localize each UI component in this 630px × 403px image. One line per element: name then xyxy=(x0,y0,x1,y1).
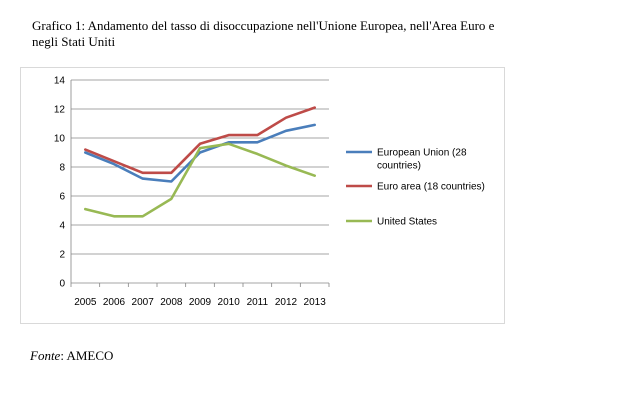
y-tick-label: 2 xyxy=(59,250,65,261)
y-tick-label: 4 xyxy=(59,221,65,232)
x-tick-label: 2013 xyxy=(304,297,327,308)
y-tick-label: 6 xyxy=(59,192,65,203)
chart-area: 0 2 4 6 8 10 12 14 2005 2006 2007 2008 2009 2010 2011 2… xyxy=(20,67,505,324)
series-line-0 xyxy=(84,123,317,183)
source-note: Fonte: AMECO xyxy=(30,348,113,364)
legend-label: Euro area (18 countries) xyxy=(377,182,485,193)
chart-title: Grafico 1: Andamento del tasso di disocc… xyxy=(32,18,495,49)
x-tick-label: 2010 xyxy=(218,297,241,308)
x-tick-label: 2009 xyxy=(189,297,212,308)
x-tick-label: 2008 xyxy=(160,297,183,308)
x-tick-label: 2007 xyxy=(132,297,155,308)
x-tick-label: 2012 xyxy=(275,297,298,308)
legend-label: European Union (28 xyxy=(377,148,467,159)
legend-label: United States xyxy=(377,217,437,228)
source-label: Fonte xyxy=(30,348,61,363)
legend-label: countries) xyxy=(377,161,421,172)
y-tick-label: 8 xyxy=(59,163,65,174)
y-tick-label: 12 xyxy=(54,105,66,116)
source-text: : AMECO xyxy=(60,348,114,363)
x-tick-label: 2011 xyxy=(247,297,269,308)
y-tick-label: 14 xyxy=(54,76,66,87)
series-line-2 xyxy=(84,142,317,218)
y-tick-label: 0 xyxy=(59,279,65,290)
x-tick-label: 2005 xyxy=(74,297,97,308)
y-tick-label: 10 xyxy=(54,134,66,145)
x-tick-label: 2006 xyxy=(103,297,126,308)
line-chart: 0 2 4 6 8 10 12 14 2005 2006 2007 2008 2009 2010 2011 2… xyxy=(54,76,485,309)
